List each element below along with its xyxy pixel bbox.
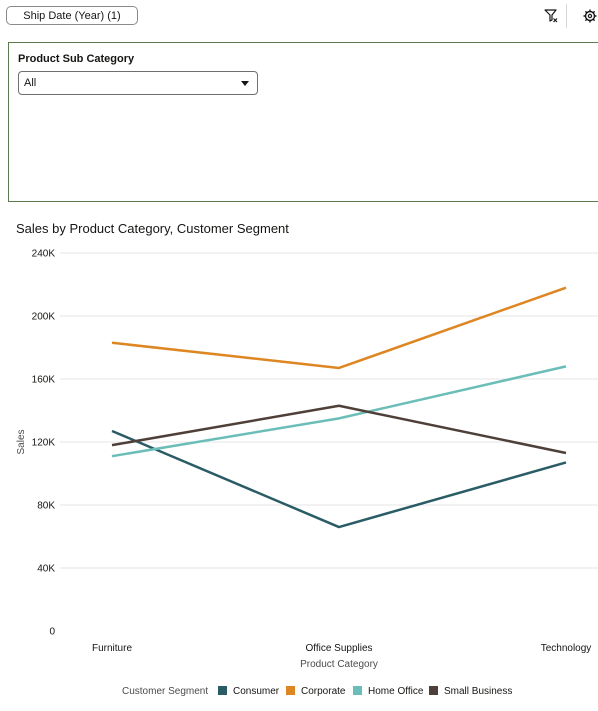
y-axis-title: Sales — [16, 429, 27, 454]
legend-label: Home Office — [368, 686, 424, 697]
legend-swatch — [429, 686, 438, 695]
x-axis-ticks: Furniture Office Supplies Technology — [92, 643, 591, 654]
product-sub-category-select[interactable]: All — [18, 71, 258, 95]
legend-item-small-business[interactable]: Small Business — [429, 686, 512, 697]
legend-label: Corporate — [301, 686, 346, 697]
gear-icon[interactable] — [582, 8, 598, 24]
series-lines — [111, 286, 567, 529]
filter-panel: Product Sub Category All — [8, 42, 598, 202]
select-value: All — [24, 77, 37, 89]
ship-date-filter-pill[interactable]: Ship Date (Year) (1) — [6, 6, 138, 25]
series-line-small-business[interactable] — [111, 404, 567, 455]
caret-down-icon — [241, 81, 249, 86]
toolbar-divider — [566, 4, 567, 28]
x-tick-label: Technology — [541, 643, 592, 654]
legend-item-consumer[interactable]: Consumer — [218, 686, 279, 697]
chart-title: Sales by Product Category, Customer Segm… — [16, 221, 289, 236]
legend-label: Small Business — [444, 686, 513, 697]
legend-item-home-office[interactable]: Home Office — [353, 686, 423, 697]
y-tick-label: 160K — [32, 375, 56, 386]
x-tick-label: Office Supplies — [305, 643, 372, 654]
series-line-home-office[interactable] — [111, 365, 567, 458]
y-tick-label: 200K — [32, 312, 56, 323]
y-tick-label: 120K — [32, 438, 56, 449]
series-line-consumer[interactable] — [111, 429, 567, 529]
legend-swatch — [353, 686, 362, 695]
y-tick-label: 80K — [37, 501, 55, 512]
toolbar: Ship Date (Year) (1) — [0, 0, 598, 34]
y-tick-label: 0 — [49, 627, 55, 638]
legend: Customer Segment Consumer Corporate Home O… — [0, 686, 598, 702]
x-axis-title: Product Category — [300, 659, 378, 670]
y-tick-label: 240K — [32, 249, 56, 260]
legend-item-corporate[interactable]: Corporate — [286, 686, 345, 697]
legend-label: Consumer — [233, 686, 280, 697]
x-tick-label: Furniture — [92, 643, 132, 654]
funnel-clear-icon[interactable] — [543, 8, 559, 24]
legend-title: Customer Segment — [122, 686, 209, 697]
product-sub-category-label: Product Sub Category — [18, 53, 135, 65]
y-axis-ticks: 0 40K 80K 120K 160K 200K 240K — [32, 249, 56, 638]
legend-swatch — [218, 686, 227, 695]
legend-swatch — [286, 686, 295, 695]
line-chart: 0 40K 80K 120K 160K 200K 240K Furniture Office … — [16, 249, 598, 670]
series-line-corporate[interactable] — [111, 286, 567, 370]
gridlines — [60, 252, 598, 569]
y-tick-label: 40K — [37, 564, 55, 575]
